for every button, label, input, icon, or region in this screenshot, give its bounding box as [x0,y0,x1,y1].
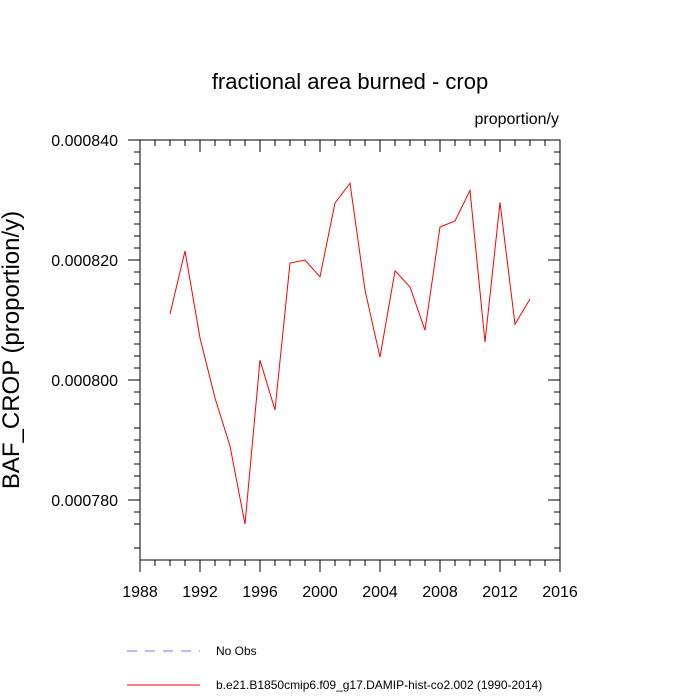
y-tick-labels: 0.000780 0.000800 0.000820 0.000840 [51,133,118,510]
x-tick-label: 2008 [422,584,458,601]
x-tick-label: 2012 [482,584,518,601]
y-tick-label: 0.000840 [51,133,118,150]
legend-label-model-run: b.e21.B1850cmip6.f09_g17.DAMIP-hist-co2.… [216,678,542,692]
x-tick-label: 1988 [122,584,158,601]
y-axis-label: BAF_CROP (proportion/y) [0,211,25,489]
y-tick-label: 0.000780 [51,493,118,510]
units-label: proportion/y [475,111,560,128]
y-tick-label: 0.000800 [51,373,118,390]
y-tick-label: 0.000820 [51,253,118,270]
x-tick-label: 2016 [542,584,578,601]
legend-label-no-obs: No Obs [216,644,257,658]
series-line-1 [169,181,531,525]
x-tick-label: 2004 [362,584,398,601]
x-tick-label: 1996 [242,584,278,601]
x-tick-label: 1992 [182,584,218,601]
x-tick-labels: 1988 1992 1996 2000 2004 2008 2012 2016 [122,584,578,601]
axis-ticks [128,139,561,572]
x-tick-label: 2000 [302,584,338,601]
chart-title: fractional area burned - crop [212,69,488,94]
plot-frame [139,139,561,561]
legend: No Obs b.e21.B1850cmip6.f09_g17.DAMIP-hi… [127,644,542,692]
series-layer [169,181,531,525]
